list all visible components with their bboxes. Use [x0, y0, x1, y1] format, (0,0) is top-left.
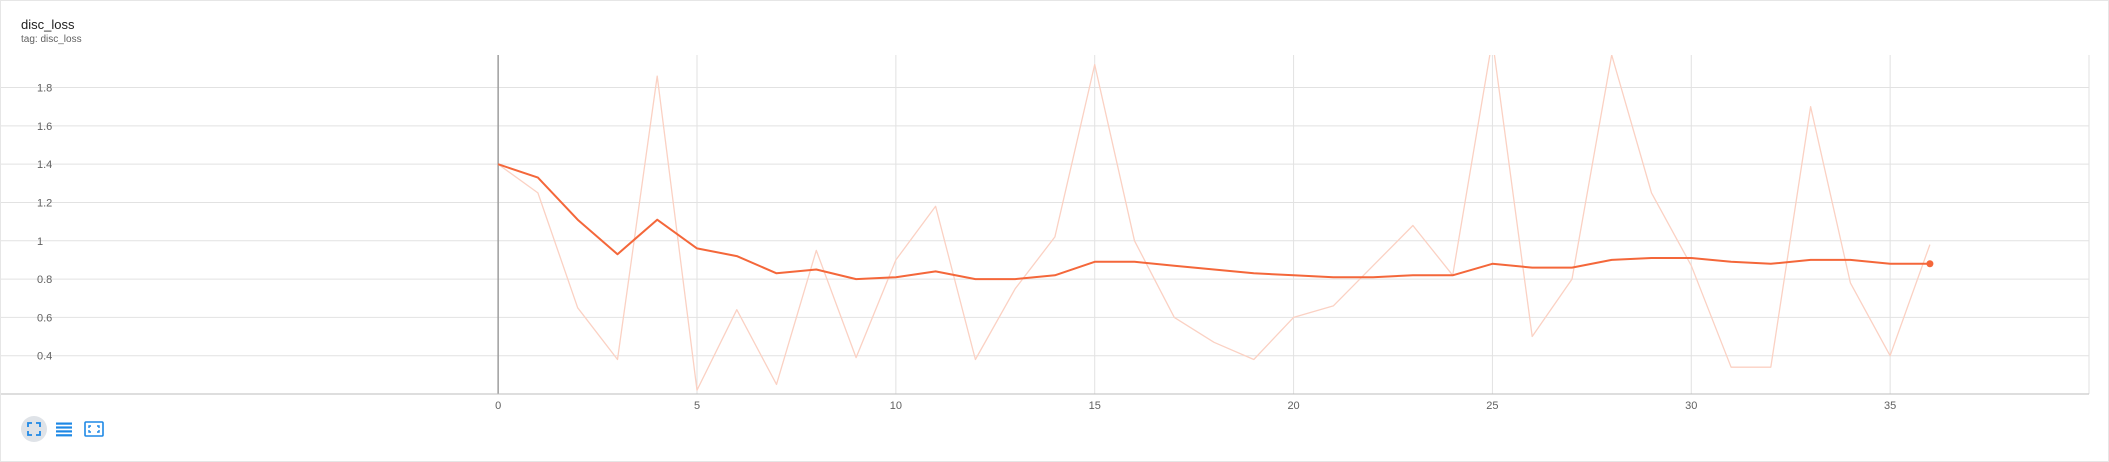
x-tick-label: 5: [694, 400, 700, 412]
raw-series-line: [497, 55, 1931, 391]
last-point-marker: [1926, 260, 1934, 268]
y-tick-label: 1.4: [37, 159, 52, 171]
y-tick-label: 1: [37, 236, 43, 248]
fit-domain-button[interactable]: [21, 416, 47, 442]
y-tick-label: 0.8: [37, 274, 52, 286]
toggle-log-scale-button[interactable]: [51, 416, 77, 442]
y-tick-label: 0.6: [37, 312, 52, 324]
fit-screen-icon: [84, 421, 104, 437]
x-tick-label: 25: [1486, 400, 1498, 412]
y-tick-label: 1.2: [37, 197, 52, 209]
smoothed-series-line: [497, 163, 1930, 281]
fit-to-data-button[interactable]: [81, 416, 107, 442]
x-tick-label: 0: [495, 400, 501, 412]
y-tick-label: 0.4: [37, 351, 52, 363]
series-group: [497, 55, 1931, 391]
x-tick-label: 15: [1089, 400, 1101, 412]
chart-tag-label: tag: disc_loss: [21, 34, 82, 45]
chart-title: disc_loss: [21, 17, 75, 32]
x-tick-label: 35: [1884, 400, 1896, 412]
fullscreen-icon: [27, 422, 41, 436]
x-tick-label: 10: [890, 400, 902, 412]
line-chart[interactable]: 0.4 0.6 0.8 1 1.2 1.4 1.6 1.8 0 5 10 15 20 25 30 35: [1, 1, 2108, 421]
y-tick-label: 1.8: [37, 83, 52, 95]
list-icon: [56, 422, 72, 437]
chart-toolbar: [21, 416, 107, 442]
x-tick-label: 30: [1685, 400, 1697, 412]
x-tick-label: 20: [1287, 400, 1299, 412]
y-tick-label: 1.6: [37, 121, 52, 133]
